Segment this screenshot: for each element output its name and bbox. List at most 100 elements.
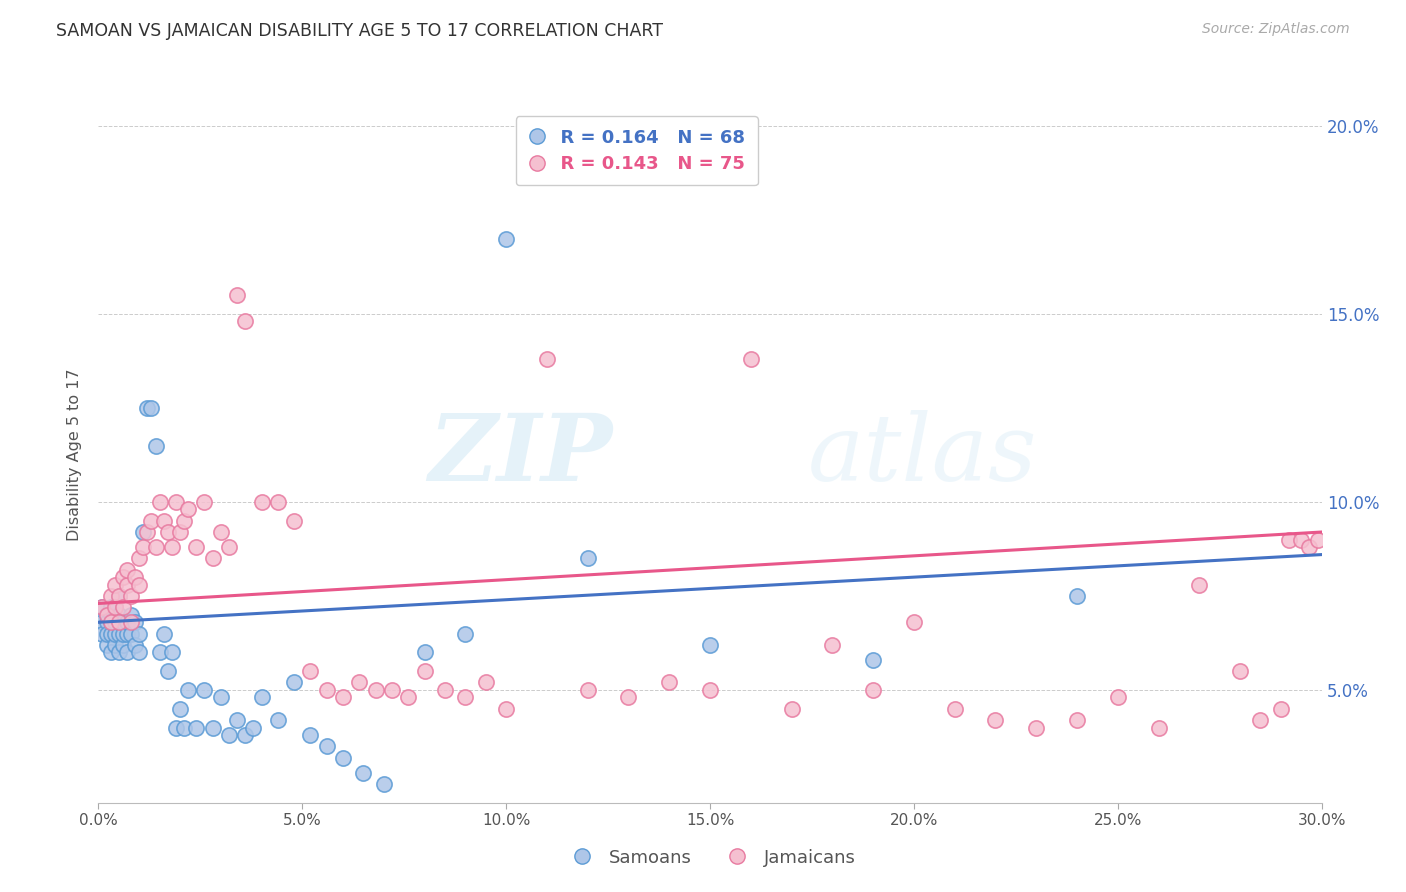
Point [396, 690, 419, 705]
Point [233, 314, 256, 328]
Point [96, 607, 118, 622]
Point [1298, 540, 1320, 554]
Point [1107, 690, 1129, 705]
Point [128, 551, 150, 566]
Point [250, 495, 273, 509]
Point [617, 690, 640, 705]
Point [91, 600, 114, 615]
Point [576, 683, 599, 698]
Point [177, 502, 200, 516]
Point [862, 653, 884, 667]
Point [136, 524, 159, 539]
Point [111, 638, 134, 652]
Point [124, 638, 146, 652]
Text: atlas: atlas [808, 410, 1038, 500]
Point [1229, 664, 1251, 678]
Point [120, 615, 142, 630]
Point [186, 540, 208, 554]
Point [984, 713, 1007, 727]
Point [136, 401, 159, 415]
Point [100, 615, 122, 630]
Point [115, 645, 138, 659]
Point [145, 438, 167, 452]
Point [658, 675, 681, 690]
Point [141, 401, 163, 415]
Point [1066, 713, 1088, 727]
Point [104, 638, 127, 652]
Point [120, 607, 142, 622]
Point [332, 750, 354, 764]
Point [169, 524, 191, 539]
Text: Source: ZipAtlas.com: Source: ZipAtlas.com [1202, 22, 1350, 37]
Point [111, 570, 134, 584]
Point [454, 690, 477, 705]
Point [201, 551, 224, 566]
Point [315, 683, 337, 698]
Point [250, 690, 273, 705]
Point [124, 615, 146, 630]
Point [132, 524, 155, 539]
Point [100, 615, 122, 630]
Point [173, 514, 195, 528]
Point [699, 638, 721, 652]
Point [495, 702, 517, 716]
Point [149, 645, 172, 659]
Point [1278, 533, 1301, 547]
Point [209, 690, 232, 705]
Point [124, 570, 146, 584]
Point [173, 721, 195, 735]
Point [100, 607, 122, 622]
Text: ZIP: ZIP [427, 410, 612, 500]
Point [1291, 533, 1313, 547]
Point [536, 351, 558, 366]
Point [283, 675, 305, 690]
Point [115, 563, 138, 577]
Point [156, 664, 179, 678]
Point [299, 664, 322, 678]
Point [299, 728, 322, 742]
Point [381, 683, 404, 698]
Point [108, 645, 131, 659]
Point [111, 600, 134, 615]
Point [1025, 721, 1047, 735]
Point [267, 713, 290, 727]
Point [413, 645, 436, 659]
Point [349, 675, 371, 690]
Point [780, 702, 803, 716]
Point [108, 626, 131, 640]
Point [1147, 721, 1170, 735]
Point [111, 615, 134, 630]
Point [267, 495, 290, 509]
Point [108, 589, 131, 603]
Point [576, 551, 599, 566]
Point [108, 615, 131, 630]
Point [111, 626, 134, 640]
Point [218, 540, 240, 554]
Point [209, 524, 232, 539]
Point [120, 626, 142, 640]
Point [128, 577, 150, 591]
Point [115, 626, 138, 640]
Point [91, 626, 114, 640]
Point [699, 683, 721, 698]
Point [104, 600, 127, 615]
Point [283, 514, 305, 528]
Point [152, 514, 174, 528]
Point [145, 540, 167, 554]
Point [903, 615, 925, 630]
Legend: Samoans, Jamaicans: Samoans, Jamaicans [557, 841, 863, 874]
Point [364, 683, 387, 698]
Point [128, 626, 150, 640]
Point [100, 626, 122, 640]
Point [128, 645, 150, 659]
Point [177, 683, 200, 698]
Point [373, 777, 395, 791]
Y-axis label: Disability Age 5 to 17: Disability Age 5 to 17 [67, 368, 83, 541]
Point [740, 351, 762, 366]
Point [218, 728, 240, 742]
Point [821, 638, 844, 652]
Point [233, 728, 256, 742]
Point [96, 615, 118, 630]
Point [108, 615, 131, 630]
Point [1270, 702, 1292, 716]
